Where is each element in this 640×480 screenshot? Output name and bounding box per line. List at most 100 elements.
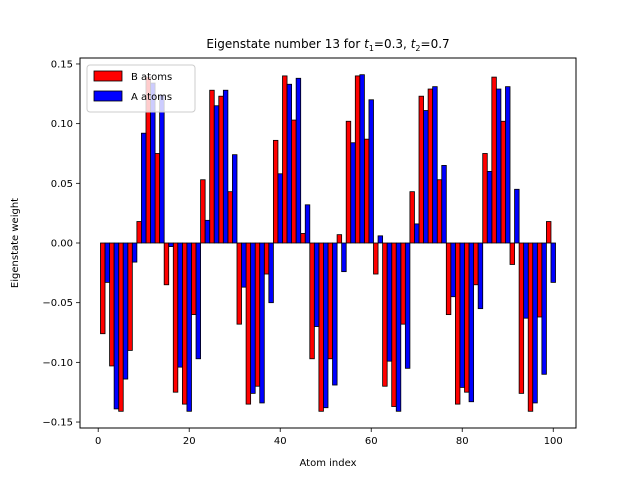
bar-b-atoms: [172, 242, 179, 393]
bar-a-atoms: [213, 105, 220, 244]
bar-b-atoms: [318, 242, 324, 412]
y-tick-label: 0.10: [51, 119, 73, 130]
bar-b-atoms: [236, 242, 242, 325]
legend-label-a-atoms: A atoms: [131, 92, 172, 103]
bar-a-atoms: [359, 74, 365, 244]
bar-a-atoms: [286, 83, 292, 244]
bar-b-atoms: [136, 221, 142, 244]
x-tick-label: 100: [544, 436, 563, 447]
x-tick-label: 20: [183, 436, 196, 447]
bar-a-atoms: [304, 204, 311, 244]
bar-b-atoms: [263, 242, 270, 275]
bar-b-atoms: [436, 179, 443, 244]
bar-a-atoms: [186, 242, 192, 412]
bar-a-atoms: [332, 242, 338, 386]
bar-b-atoms: [536, 242, 543, 318]
y-tick-label: 0.15: [51, 59, 73, 70]
bar-a-atoms: [122, 242, 129, 380]
bar-b-atoms: [291, 119, 297, 244]
bar-a-atoms: [195, 242, 201, 360]
bar-b-atoms: [400, 242, 406, 325]
bar-b-atoms: [382, 242, 388, 387]
bar-a-atoms: [113, 242, 120, 410]
bar-b-atoms: [154, 153, 161, 244]
bar-a-atoms: [204, 219, 211, 244]
x-tick-label: 60: [365, 436, 378, 447]
bar-b-atoms: [473, 242, 479, 286]
bar-b-atoms: [455, 242, 461, 405]
bar-b-atoms: [282, 75, 288, 244]
bar-b-atoms: [309, 242, 315, 360]
bar-a-atoms: [141, 132, 147, 244]
bar-b-atoms: [209, 89, 215, 244]
bar-a-atoms: [277, 173, 283, 244]
bar-b-atoms: [181, 242, 188, 405]
bar-a-atoms: [323, 242, 329, 409]
y-tick-label: 0.05: [51, 179, 73, 190]
bar-a-atoms: [541, 242, 547, 375]
bar-a-atoms: [177, 242, 183, 368]
bar-b-atoms: [527, 242, 534, 412]
bar-a-atoms: [232, 154, 238, 244]
y-tick-label: 0.00: [51, 239, 73, 250]
bar-a-atoms: [268, 242, 274, 304]
y-tick-label: −0.05: [42, 298, 73, 309]
legend: B atoms A atoms: [86, 64, 196, 113]
bar-b-atoms: [272, 139, 279, 244]
legend-label-b-atoms: B atoms: [131, 72, 172, 83]
bar-b-atoms: [336, 234, 343, 244]
bar-b-atoms: [100, 242, 106, 335]
bar-a-atoms: [432, 86, 438, 244]
bar-b-atoms: [327, 242, 333, 360]
y-tick-label: −0.15: [42, 418, 73, 429]
bar-a-atoms: [159, 94, 165, 244]
bar-b-atoms: [345, 120, 352, 244]
bar-b-atoms: [464, 242, 470, 393]
bar-a-atoms: [423, 110, 429, 244]
bar-a-atoms: [131, 242, 138, 263]
bar-b-atoms: [418, 95, 424, 244]
bars-layer: [100, 74, 556, 412]
bar-a-atoms: [377, 235, 384, 244]
bar-a-atoms: [514, 188, 520, 244]
bar-a-atoms: [468, 242, 475, 403]
bar-b-atoms: [127, 242, 133, 351]
bar-a-atoms: [168, 242, 174, 247]
bar-a-atoms: [295, 77, 302, 244]
bar-a-atoms: [395, 242, 402, 412]
bar-b-atoms: [191, 242, 197, 316]
bar-b-atoms: [109, 242, 115, 367]
chart-title: Eigenstate number 13 for t1=0.3, t2=0.7: [206, 37, 449, 53]
bar-a-atoms: [241, 242, 247, 288]
bar-b-atoms: [391, 242, 397, 407]
bar-a-atoms: [313, 242, 320, 327]
bar-a-atoms: [350, 142, 356, 244]
bar-a-atoms: [414, 223, 420, 244]
bar-b-atoms: [491, 76, 497, 244]
bar-b-atoms: [518, 242, 525, 394]
bar-b-atoms: [409, 191, 415, 244]
x-tick-label: 80: [456, 436, 469, 447]
x-axis-label: Atom index: [300, 458, 357, 469]
bar-a-atoms: [386, 242, 393, 362]
bar-a-atoms: [341, 242, 347, 273]
y-axis-label: Eigenstate weight: [10, 198, 21, 288]
bar-b-atoms: [482, 153, 488, 244]
bar-a-atoms: [368, 99, 374, 244]
bar-a-atoms: [104, 242, 110, 283]
bar-a-atoms: [495, 88, 502, 244]
bar-b-atoms: [118, 242, 124, 412]
bar-b-atoms: [500, 120, 506, 244]
bar-b-atoms: [245, 242, 252, 405]
bar-b-atoms: [509, 242, 515, 265]
bar-b-atoms: [300, 233, 306, 244]
bar-a-atoms: [250, 242, 256, 394]
x-axis: 0 20 40 60 80 100: [95, 428, 563, 447]
bar-a-atoms: [477, 242, 484, 310]
bar-b-atoms: [363, 138, 370, 244]
x-tick-label: 40: [274, 436, 287, 447]
bar-a-atoms: [404, 242, 411, 369]
bar-b-atoms: [546, 221, 552, 244]
bar-a-atoms: [505, 86, 511, 244]
bar-a-atoms: [550, 242, 556, 283]
